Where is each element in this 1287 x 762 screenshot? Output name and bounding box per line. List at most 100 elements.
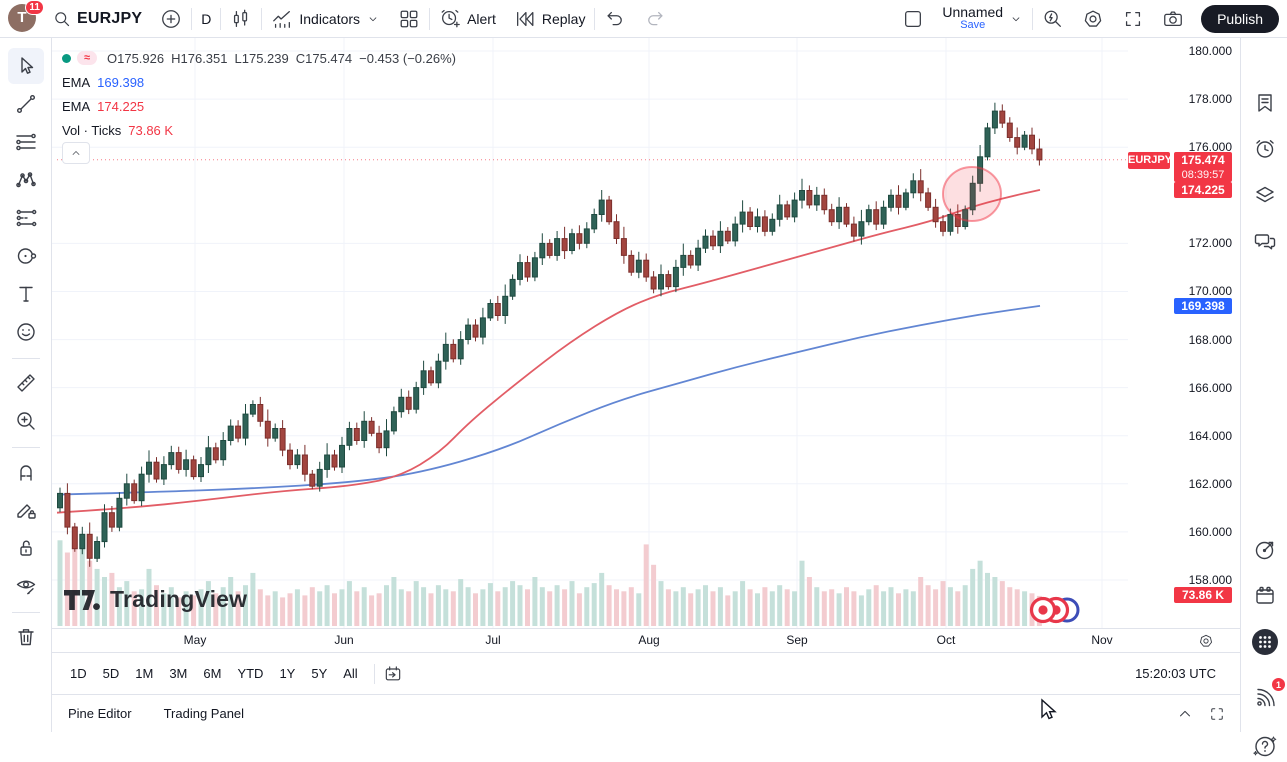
indicator-templates-button[interactable] (389, 0, 429, 37)
candlestick-chart[interactable] (52, 38, 1128, 628)
market-status-dot-icon (62, 53, 71, 63)
trend-line-icon (16, 95, 35, 114)
panel-maximize-icon[interactable] (1208, 705, 1226, 723)
alerts-button[interactable] (1249, 133, 1281, 165)
save-button[interactable]: Save (960, 19, 986, 32)
range-button-5y[interactable]: 5Y (311, 666, 328, 681)
ema-blue-legend-row[interactable]: EMA 169.398 (62, 74, 463, 90)
price-chart-pane[interactable]: ≈ O175.926 H176.351 L175.239 C175.474 −0… (52, 38, 1128, 628)
calendar-button[interactable] (1249, 580, 1281, 612)
calendar-icon (1256, 586, 1274, 604)
last-price-value: 175.474 (1181, 152, 1225, 167)
go-to-date-calendar-icon[interactable] (383, 664, 403, 684)
clock-utc[interactable]: 15:20:03 UTC (1135, 666, 1216, 681)
ohlc-open: O175.926 (107, 50, 165, 66)
range-button-1y[interactable]: 1Y (279, 666, 296, 681)
volume-legend-row[interactable]: Vol · Ticks 73.86 K (62, 122, 463, 138)
toolbar-separator (11, 358, 40, 359)
help-button[interactable] (1249, 730, 1281, 762)
replay-label: Replay (541, 10, 586, 27)
interval-button[interactable]: D (201, 10, 212, 27)
legend-collapse-button[interactable] (62, 142, 90, 164)
replay-button[interactable]: Replay (505, 0, 595, 37)
drawing-mode-lock-button[interactable] (8, 492, 44, 528)
ema-red-axis-label: 174.225 (1174, 181, 1232, 198)
volume-label: Vol · Ticks (62, 122, 122, 138)
hide-drawings-button[interactable] (8, 568, 44, 604)
streams-badge: 1 (1271, 677, 1286, 692)
range-button-3m[interactable]: 3M (169, 666, 188, 681)
cursor-tool-button[interactable] (7, 48, 44, 84)
time-axis-month: Jul (485, 633, 501, 647)
streams-signal-icon (1257, 688, 1275, 707)
streams-button[interactable]: 1 (1249, 677, 1286, 714)
time-axis-settings-gear-icon[interactable] (1198, 633, 1214, 649)
price-tick: 172.000 (1188, 236, 1232, 251)
price-tick: 160.000 (1188, 524, 1232, 539)
delayed-data-icon: ≈ (77, 51, 97, 65)
trend-line-tool-button[interactable] (8, 86, 44, 122)
bar-countdown: 08:39:57 (1181, 168, 1225, 181)
pattern-tool-button[interactable] (8, 162, 44, 198)
symbol-search-button[interactable]: EURJPY (44, 0, 151, 37)
horizontal-lines-tool-button[interactable] (8, 124, 44, 160)
measure-tool-button[interactable] (8, 365, 44, 401)
range-button-ytd[interactable]: YTD (237, 666, 264, 681)
annotation-circle (942, 166, 1002, 222)
panel-expand-chevron-up-icon[interactable] (1176, 705, 1194, 723)
range-button-6m[interactable]: 6M (203, 666, 222, 681)
ideas-button[interactable] (1249, 534, 1281, 566)
indicators-button[interactable]: Indicators (262, 0, 389, 37)
range-button-5d[interactable]: 5D (102, 666, 120, 681)
range-button-all[interactable]: All (343, 666, 358, 681)
chart-settings-button[interactable] (1073, 0, 1113, 37)
lock-drawings-button[interactable] (8, 530, 44, 566)
time-axis[interactable]: May Jun Jul Aug Sep Oct Nov (52, 628, 1240, 652)
toolbar-divider (261, 7, 263, 30)
apps-menu-button[interactable] (1249, 626, 1281, 658)
trading-panel-button[interactable]: Trading Panel (163, 706, 245, 721)
plus-circle-icon (162, 9, 181, 28)
help-icon (1253, 736, 1277, 757)
object-tree-button[interactable] (1249, 179, 1281, 211)
zoom-in-tool-button[interactable] (8, 403, 44, 439)
price-tick: 164.000 (1188, 428, 1232, 443)
pine-editor-button[interactable]: Pine Editor (68, 706, 132, 721)
undo-button[interactable] (595, 0, 635, 37)
lock-icon (19, 540, 32, 556)
emoji-icon (16, 323, 35, 341)
ema-red-legend-row[interactable]: EMA 174.225 (62, 98, 463, 114)
undo-icon (607, 11, 623, 25)
shapes-tool-button[interactable] (8, 238, 44, 274)
chevron-up-icon (72, 151, 80, 155)
user-menu-button[interactable]: T 11 (8, 0, 44, 34)
price-axis[interactable]: EURJPY 175.474 08:39:57 174.225 169.398 … (1128, 38, 1240, 628)
quick-search-button[interactable] (1033, 0, 1073, 37)
range-button-1m[interactable]: 1M (135, 666, 154, 681)
watchlist-button[interactable] (1249, 87, 1281, 119)
price-axis-symbol-tag: EURJPY (1128, 151, 1172, 169)
remove-drawings-button[interactable] (8, 619, 44, 655)
layout-name-button[interactable]: Unnamed Save (933, 0, 1032, 37)
chat-button[interactable] (1249, 225, 1281, 257)
alert-button[interactable]: Alert (430, 0, 505, 37)
range-button-1d[interactable]: 1D (70, 666, 87, 681)
compare-add-button[interactable] (151, 0, 191, 37)
emoji-tool-button[interactable] (8, 314, 44, 350)
indicators-label: Indicators (299, 10, 361, 27)
data-provider-logo-icon[interactable] (1028, 594, 1084, 628)
symbol-legend-row[interactable]: ≈ O175.926 H176.351 L175.239 C175.474 −0… (62, 50, 463, 66)
magnet-mode-button[interactable] (8, 454, 44, 490)
fullscreen-button[interactable] (1113, 0, 1153, 37)
snapshot-button[interactable] (1153, 0, 1193, 37)
horizontal-lines-icon (15, 133, 36, 151)
publish-button[interactable]: Publish (1201, 4, 1279, 33)
redo-icon (648, 11, 663, 25)
ema-blue-label: EMA (62, 74, 91, 90)
chart-type-button[interactable] (221, 0, 261, 37)
text-tool-button[interactable] (8, 276, 44, 312)
price-tick: 166.000 (1188, 380, 1232, 395)
layout-select-button[interactable] (893, 0, 933, 37)
redo-button[interactable] (635, 0, 675, 37)
forecast-tool-button[interactable] (8, 200, 44, 236)
